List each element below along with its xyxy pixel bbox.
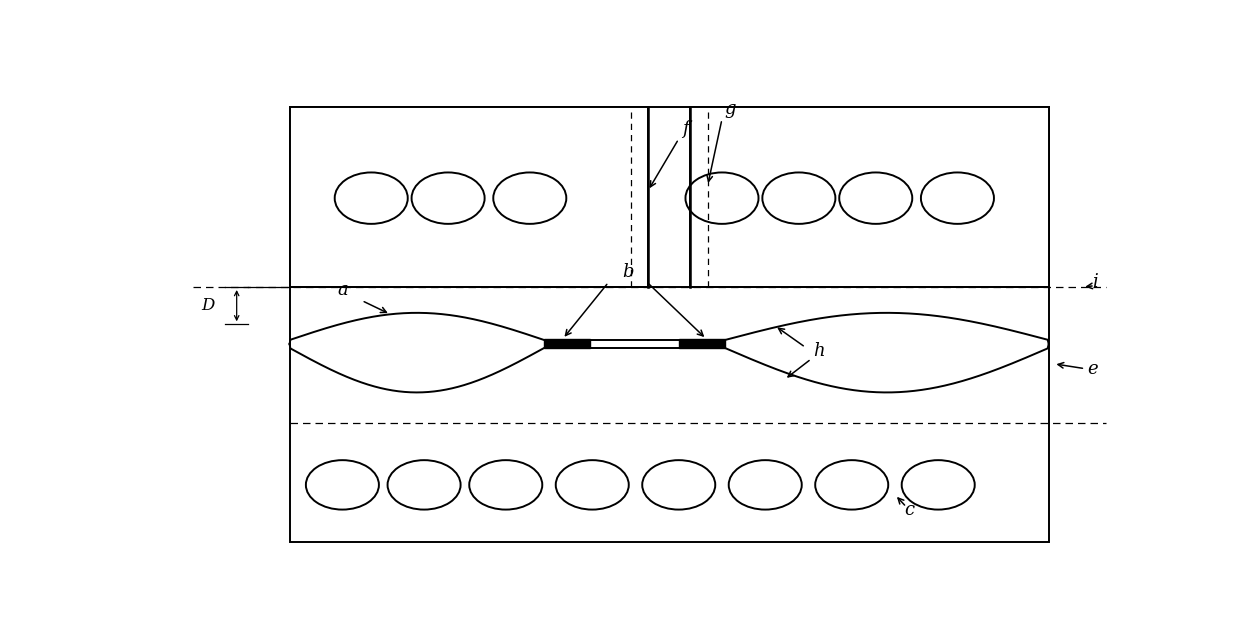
- Text: i: i: [1092, 273, 1097, 291]
- Bar: [678, 339, 725, 348]
- Text: e: e: [1087, 360, 1097, 377]
- Text: D: D: [201, 297, 215, 314]
- Text: h: h: [813, 342, 825, 360]
- Bar: [290, 107, 1049, 542]
- Text: f: f: [682, 120, 688, 138]
- Bar: [290, 107, 649, 287]
- Text: g: g: [724, 100, 735, 118]
- Bar: [544, 339, 590, 348]
- Text: b: b: [622, 263, 634, 281]
- Bar: [691, 107, 1049, 287]
- Text: c: c: [905, 501, 915, 519]
- Text: a: a: [337, 281, 348, 299]
